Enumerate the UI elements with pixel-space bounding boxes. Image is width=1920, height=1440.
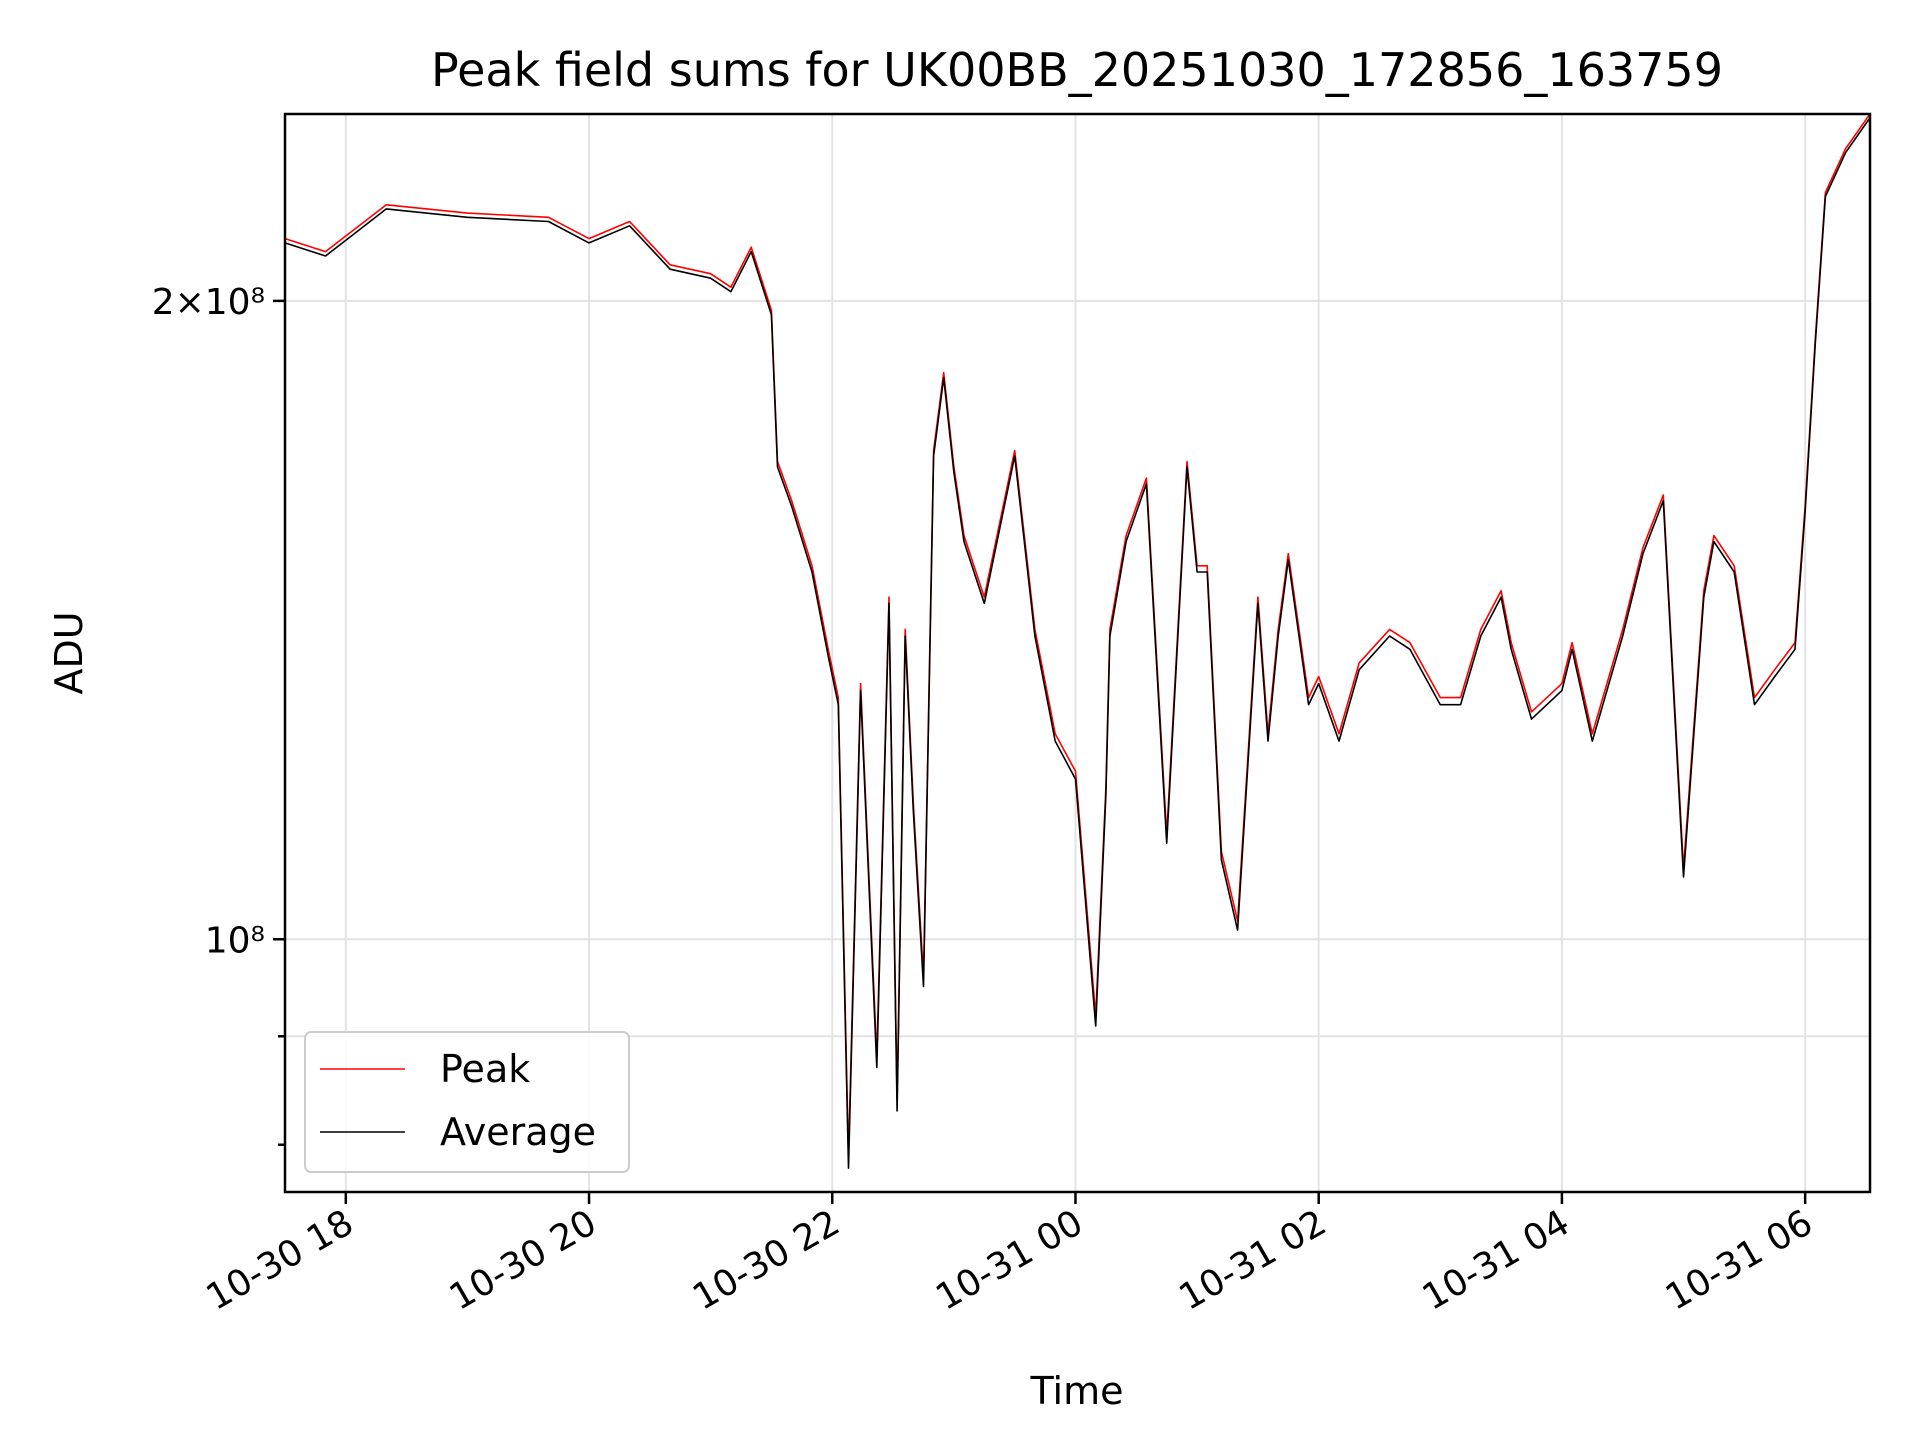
x-tick-label: 10-31 02 — [1173, 1202, 1334, 1318]
plot-frame — [283, 112, 1872, 1194]
series-line-peak — [284, 113, 1871, 1158]
x-tick-label: 10-30 22 — [686, 1202, 847, 1318]
x-tick-label: 10-31 00 — [929, 1202, 1090, 1318]
x-tick-label: 10-31 06 — [1659, 1202, 1820, 1318]
x-axis: 10-30 18 10-30 20 10-30 22 10-31 00 10-31 02… — [200, 1192, 1820, 1319]
x-tick-label: 10-30 20 — [443, 1202, 604, 1318]
legend-label-peak: Peak — [440, 1047, 530, 1091]
x-tick-label: 10-30 18 — [200, 1202, 361, 1318]
legend-box — [304, 1031, 630, 1173]
y-axis: 2×10⁸ 10⁸ — [152, 282, 285, 1147]
grid-layer — [285, 114, 1870, 1192]
y-tick-label: 2×10⁸ — [152, 282, 265, 323]
y-tick-label: 10⁸ — [205, 920, 265, 961]
series-layer — [284, 113, 1871, 1169]
y-axis-label: ADU — [47, 611, 91, 694]
legend: Peak Average — [304, 1031, 630, 1173]
x-axis-label: Time — [1030, 1369, 1124, 1413]
legend-label-average: Average — [440, 1110, 596, 1154]
x-tick-label: 10-31 04 — [1416, 1202, 1577, 1318]
chart-title: Peak field sums for UK00BB_20251030_1728… — [431, 43, 1723, 97]
series-line-average — [284, 117, 1871, 1169]
